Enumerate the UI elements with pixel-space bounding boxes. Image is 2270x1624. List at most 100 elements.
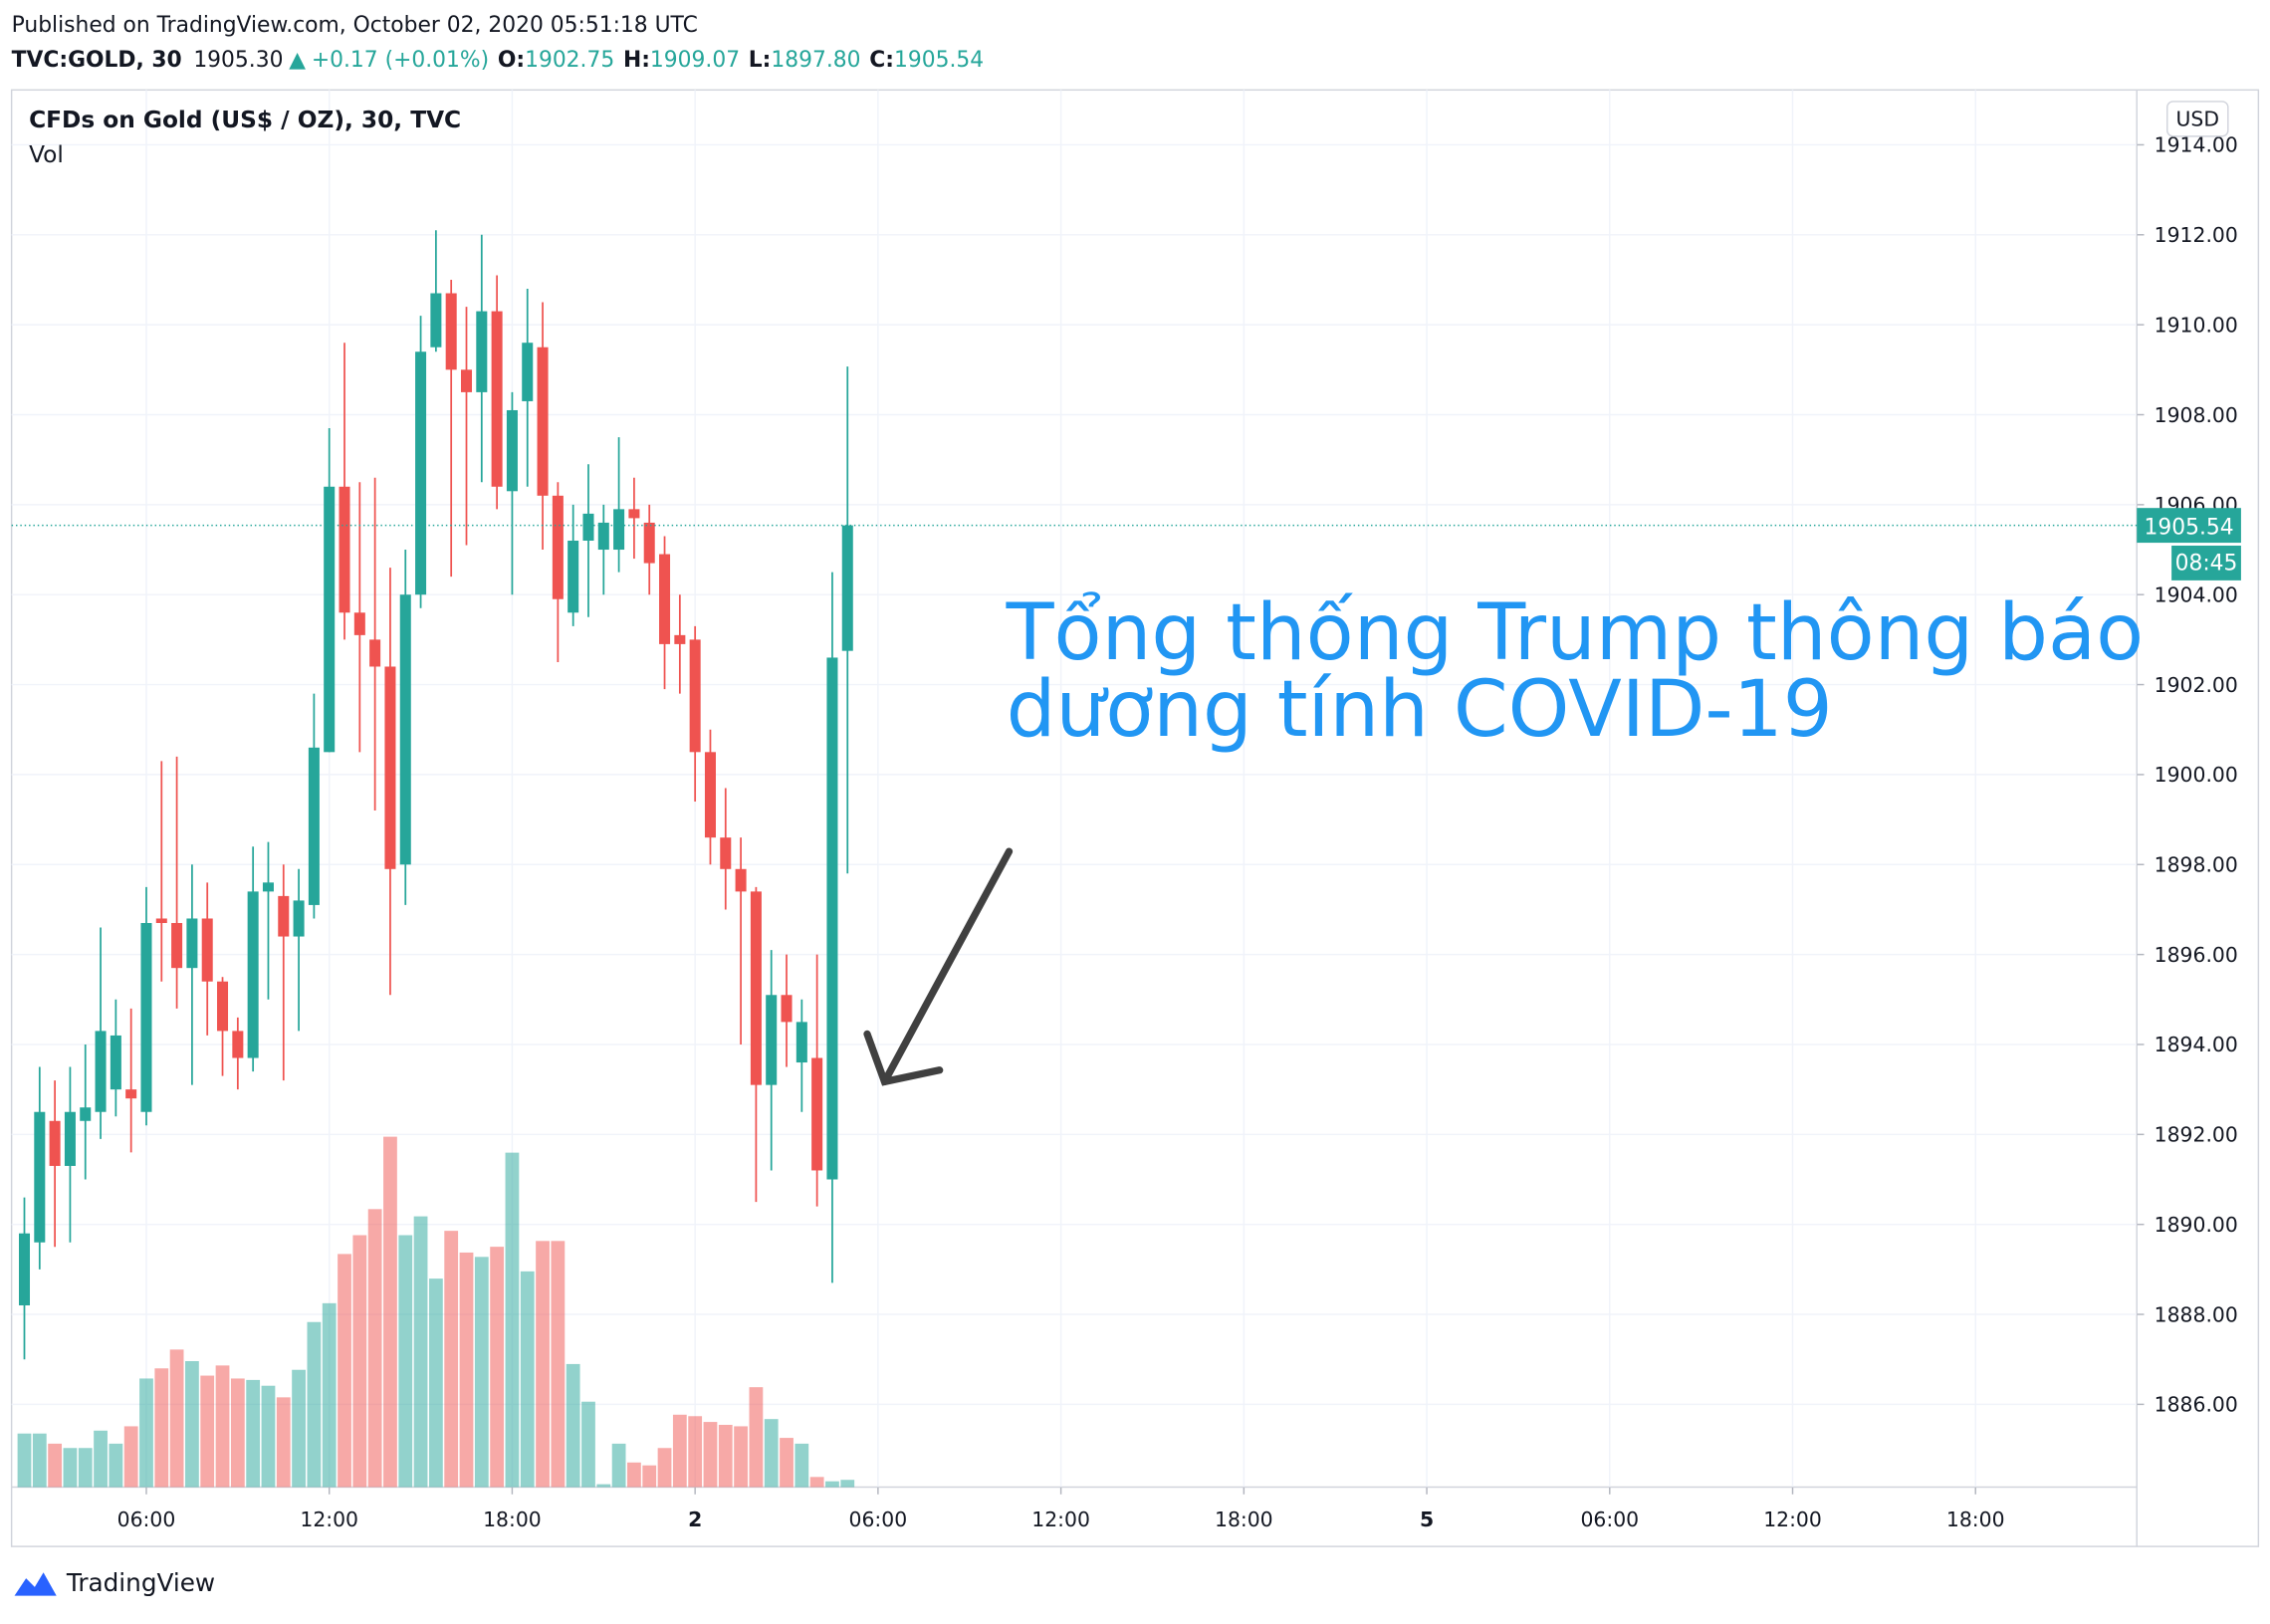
volume-pane bbox=[17, 1136, 855, 1488]
candle-body bbox=[278, 895, 290, 937]
candle-body bbox=[201, 918, 213, 982]
o: 1902.75 bbox=[525, 48, 614, 73]
candle-body bbox=[64, 1111, 76, 1166]
candle-body bbox=[171, 922, 183, 969]
candle-body bbox=[674, 634, 686, 644]
candle-body bbox=[766, 995, 778, 1085]
volume-bar bbox=[322, 1302, 337, 1488]
candle-body bbox=[659, 554, 671, 644]
volume-bar bbox=[230, 1378, 245, 1488]
y-tick-label: 1894.00 bbox=[2155, 1033, 2238, 1056]
volume-label: Vol bbox=[29, 141, 64, 168]
candle-body bbox=[125, 1089, 137, 1099]
y-tick-label: 1914.00 bbox=[2155, 133, 2238, 157]
candle-body bbox=[613, 509, 625, 551]
last-price-box bbox=[2137, 508, 2241, 544]
x-tick-label: 12:00 bbox=[1031, 1508, 1090, 1531]
volume-bar bbox=[185, 1361, 199, 1488]
volume-bar bbox=[734, 1426, 748, 1488]
candle-body bbox=[460, 369, 473, 392]
volume-bar bbox=[581, 1401, 595, 1488]
countdown-box bbox=[2171, 545, 2241, 580]
volume-bar bbox=[109, 1443, 123, 1488]
volume-bar bbox=[215, 1365, 230, 1488]
o-label: O: bbox=[498, 48, 525, 73]
volume-bar bbox=[490, 1247, 505, 1488]
candle-body bbox=[735, 868, 747, 892]
volume-bar bbox=[611, 1443, 626, 1488]
candle-body bbox=[491, 311, 503, 487]
volume-bar bbox=[444, 1231, 459, 1488]
y-tick-label: 1910.00 bbox=[2155, 313, 2238, 337]
x-tick-label: 18:00 bbox=[1215, 1508, 1273, 1531]
volume-bar bbox=[169, 1349, 184, 1488]
h-label: H: bbox=[623, 48, 650, 73]
c: 1905.54 bbox=[894, 48, 984, 73]
candle-body bbox=[781, 995, 793, 1023]
x-tick-label: 18:00 bbox=[483, 1508, 542, 1531]
volume-bar bbox=[63, 1448, 78, 1488]
candle-body bbox=[597, 522, 609, 551]
candle-body bbox=[339, 486, 350, 613]
y-tick-label: 1908.00 bbox=[2155, 403, 2238, 427]
candle-body bbox=[552, 495, 564, 599]
currency-box[interactable] bbox=[2166, 101, 2229, 137]
candle-body bbox=[49, 1120, 61, 1166]
candle-body bbox=[811, 1057, 823, 1171]
volume-bar bbox=[367, 1209, 382, 1488]
volume-bar bbox=[261, 1385, 276, 1488]
volume-bar bbox=[94, 1430, 108, 1488]
volume-bar bbox=[642, 1465, 657, 1488]
annotation-line: dương tính COVID-19 bbox=[1007, 663, 1833, 755]
volume-bar bbox=[688, 1416, 703, 1488]
axes: 1886.00 1888.00 1890.00 1892.00 1894.00 1896.… bbox=[11, 133, 2241, 1531]
candle-body bbox=[308, 747, 320, 905]
volume-bar bbox=[825, 1481, 839, 1488]
annotation-line: Tổng thống Trump thông báo bbox=[1006, 586, 2145, 678]
candle-body bbox=[506, 409, 518, 492]
y-tick-label: 1900.00 bbox=[2155, 763, 2238, 787]
volume-bar bbox=[840, 1480, 855, 1488]
x-tick-label: 12:00 bbox=[300, 1508, 358, 1531]
volume-bar bbox=[413, 1216, 428, 1488]
volume-bar bbox=[292, 1369, 306, 1488]
chart-title: CFDs on Gold (US$ / OZ), 30, TVC bbox=[29, 107, 461, 133]
candle-body bbox=[262, 882, 274, 892]
y-tick-label: 1888.00 bbox=[2155, 1302, 2238, 1326]
volume-bar bbox=[338, 1254, 351, 1488]
l-label: L: bbox=[749, 48, 772, 73]
volume-bar bbox=[657, 1448, 672, 1488]
volume-bar bbox=[672, 1414, 687, 1488]
volume-bar bbox=[123, 1426, 138, 1488]
x-tick-label: 12:00 bbox=[1763, 1508, 1822, 1531]
candle-body bbox=[704, 752, 716, 838]
volume-bar bbox=[718, 1424, 733, 1488]
candle-body bbox=[430, 293, 442, 348]
candle-body bbox=[18, 1233, 31, 1305]
x-tick-label: 18:00 bbox=[1946, 1508, 2005, 1531]
change: +0.17 (+0.01%) bbox=[312, 48, 489, 73]
candle-body bbox=[582, 513, 594, 541]
volume-bar bbox=[32, 1433, 47, 1488]
x-tick-label: 06:00 bbox=[849, 1508, 908, 1531]
candle-body bbox=[384, 666, 396, 869]
candle-body bbox=[324, 486, 336, 753]
volume-bar bbox=[139, 1378, 153, 1488]
volume-bar bbox=[17, 1433, 32, 1488]
volume-bar bbox=[551, 1241, 566, 1488]
volume-bar bbox=[246, 1379, 261, 1488]
candle-body bbox=[247, 891, 259, 1058]
volume-bar bbox=[764, 1419, 779, 1488]
candle-body bbox=[689, 639, 701, 753]
currency[interactable]: USD bbox=[2176, 108, 2219, 131]
candle-body bbox=[522, 343, 534, 401]
candle-body bbox=[293, 900, 305, 937]
x-tick-label: 5 bbox=[1420, 1508, 1434, 1531]
candle-body bbox=[628, 509, 640, 519]
candle-body bbox=[369, 639, 381, 667]
y-tick-label: 1904.00 bbox=[2155, 582, 2238, 606]
candle-body bbox=[476, 311, 488, 392]
candle-body bbox=[34, 1111, 46, 1243]
last-price-label: 1905.54 bbox=[2145, 515, 2234, 540]
